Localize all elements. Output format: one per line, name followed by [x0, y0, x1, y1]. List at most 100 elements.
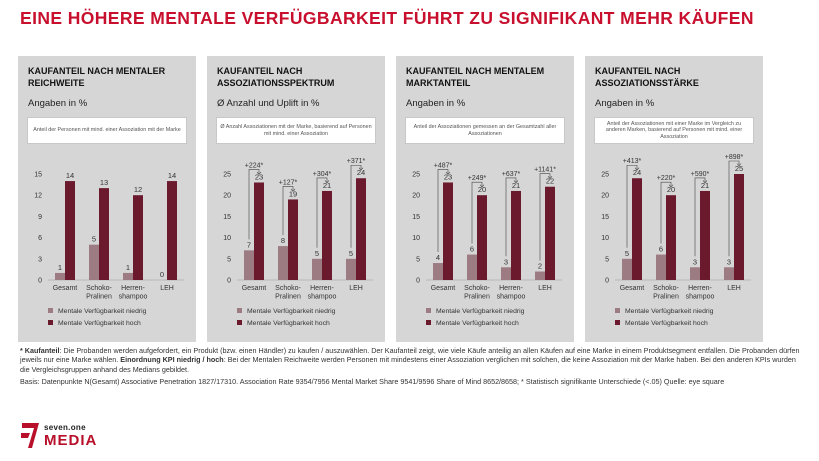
data-label-niedrig: 6 [470, 245, 474, 254]
bar-hoch [700, 190, 710, 280]
panel-definition-note: Anteil der Assoziationen gemessen an der… [405, 117, 565, 144]
bar-niedrig [690, 267, 700, 280]
x-category-label: shampoo [497, 294, 526, 301]
x-category-label: Pralinen [275, 294, 301, 301]
legend-label: Mentale Verfügbarkeit hoch [247, 320, 330, 327]
legend-label: Mentale Verfügbarkeit niedrig [247, 308, 336, 315]
uplift-label: +898* [725, 154, 744, 161]
chart-panel-assoziationsstaerke: KAUFANTEIL NACH ASSOZIATIONSSTÄRKE Angab… [585, 56, 763, 342]
bar-hoch [545, 186, 555, 280]
uplift-arrow [634, 167, 640, 171]
uplift-label: +637* [502, 171, 521, 178]
uplift-arrow [547, 176, 553, 180]
uplift-arrow [445, 171, 451, 175]
y-tick-label: 6 [38, 235, 42, 242]
x-category-label: Gesamt [242, 285, 267, 292]
data-label-niedrig: 7 [247, 240, 251, 249]
y-tick-label: 15 [412, 214, 420, 221]
legend-swatch [426, 308, 431, 313]
chart-panel-marktanteil: KAUFANTEIL NACH MENTALEM MARKTANTEIL Ang… [396, 56, 574, 342]
logo-text-media: MEDIA [44, 432, 98, 449]
uplift-bracket [660, 181, 672, 244]
x-category-label: Pralinen [86, 294, 112, 301]
legend-swatch [237, 308, 242, 313]
legend-label: Mentale Verfügbarkeit hoch [436, 320, 519, 327]
uplift-label: +304* [313, 171, 332, 178]
y-tick-label: 25 [601, 172, 609, 179]
logo-text-top: seven.one [44, 423, 86, 432]
y-tick-label: 20 [601, 193, 609, 200]
bar-hoch [356, 178, 366, 280]
uplift-arrow [324, 180, 330, 184]
footnote: * Kaufanteil: Die Probanden werden aufge… [20, 346, 800, 389]
legend-swatch [48, 308, 53, 313]
bar-chart: 0 5 10 15 20 25 7 23 +224* Gesamt 8 19 +127* Schoko- P… [223, 158, 373, 327]
x-category-label: LEH [727, 285, 741, 292]
legend-swatch [48, 320, 53, 325]
bar-niedrig [501, 267, 511, 280]
uplift-arrow [479, 184, 485, 188]
data-label-niedrig: 1 [58, 263, 62, 272]
x-category-label: shampoo [119, 294, 148, 301]
data-label-hoch: 13 [100, 178, 108, 187]
data-label-niedrig: 6 [659, 245, 663, 254]
x-category-label: LEH [538, 285, 552, 292]
x-category-label: Pralinen [464, 294, 490, 301]
uplift-arrow [290, 188, 296, 192]
uplift-arrow [513, 180, 519, 184]
uplift-bracket [282, 186, 294, 236]
legend-label: Mentale Verfügbarkeit niedrig [625, 308, 714, 315]
bar-hoch [99, 188, 109, 280]
uplift-bracket [539, 173, 551, 261]
uplift-bracket [728, 160, 740, 257]
x-category-label: shampoo [308, 294, 337, 301]
legend-swatch [237, 320, 242, 325]
bar-niedrig [346, 258, 356, 280]
chart-panel-mentale-reichweite: KAUFANTEIL NACH MENTALER REICHWEITE Anga… [18, 56, 196, 342]
panel-title: KAUFANTEIL NACH MENTALER REICHWEITE [28, 66, 166, 88]
data-label-hoch: 22 [546, 177, 554, 186]
y-tick-label: 9 [38, 214, 42, 221]
footnote-definitions: * Kaufanteil: Die Probanden werden aufge… [20, 346, 800, 374]
x-category-label: Herren- [688, 285, 712, 292]
bar-niedrig [467, 254, 477, 280]
panel-subtitle: Ø Anzahl und Uplift in % [217, 98, 320, 109]
data-label-niedrig: 5 [349, 249, 353, 258]
bar-hoch [288, 199, 298, 280]
y-tick-label: 15 [601, 214, 609, 221]
y-tick-label: 3 [38, 256, 42, 263]
data-label-hoch: 21 [701, 181, 709, 190]
bar-niedrig [278, 246, 288, 280]
y-tick-label: 5 [416, 256, 420, 263]
y-tick-label: 15 [223, 214, 231, 221]
x-category-label: Herren- [499, 285, 523, 292]
data-label-niedrig: 0 [160, 270, 164, 279]
y-tick-label: 10 [601, 235, 609, 242]
chart-panel-assoziationsspektrum: KAUFANTEIL NACH ASSOZIATIONSSPEKTRUM Ø A… [207, 56, 385, 342]
data-label-hoch: 23 [255, 172, 263, 181]
data-label-hoch: 14 [168, 171, 176, 180]
uplift-bracket [316, 177, 328, 248]
y-tick-label: 0 [38, 278, 42, 285]
uplift-label: +220* [657, 175, 676, 182]
x-category-label: Herren- [121, 285, 145, 292]
panel-subtitle: Angaben in % [595, 98, 655, 109]
uplift-bracket [694, 177, 706, 257]
x-category-label: Schoko- [86, 285, 112, 292]
bar-niedrig [622, 258, 632, 280]
uplift-bracket [626, 164, 638, 248]
data-label-hoch: 20 [478, 185, 486, 194]
bar-niedrig [123, 272, 133, 280]
data-label-hoch: 24 [357, 168, 365, 177]
data-label-hoch: 21 [512, 181, 520, 190]
x-category-label: Herren- [310, 285, 334, 292]
data-label-niedrig: 2 [538, 262, 542, 271]
uplift-label: +249* [468, 175, 487, 182]
bar-hoch [167, 181, 177, 280]
x-category-label: Gesamt [53, 285, 78, 292]
x-category-label: Schoko- [275, 285, 301, 292]
bar-hoch [443, 182, 453, 280]
panel-subtitle: Angaben in % [28, 98, 88, 109]
uplift-label: +224* [245, 162, 264, 169]
y-tick-label: 25 [412, 172, 420, 179]
